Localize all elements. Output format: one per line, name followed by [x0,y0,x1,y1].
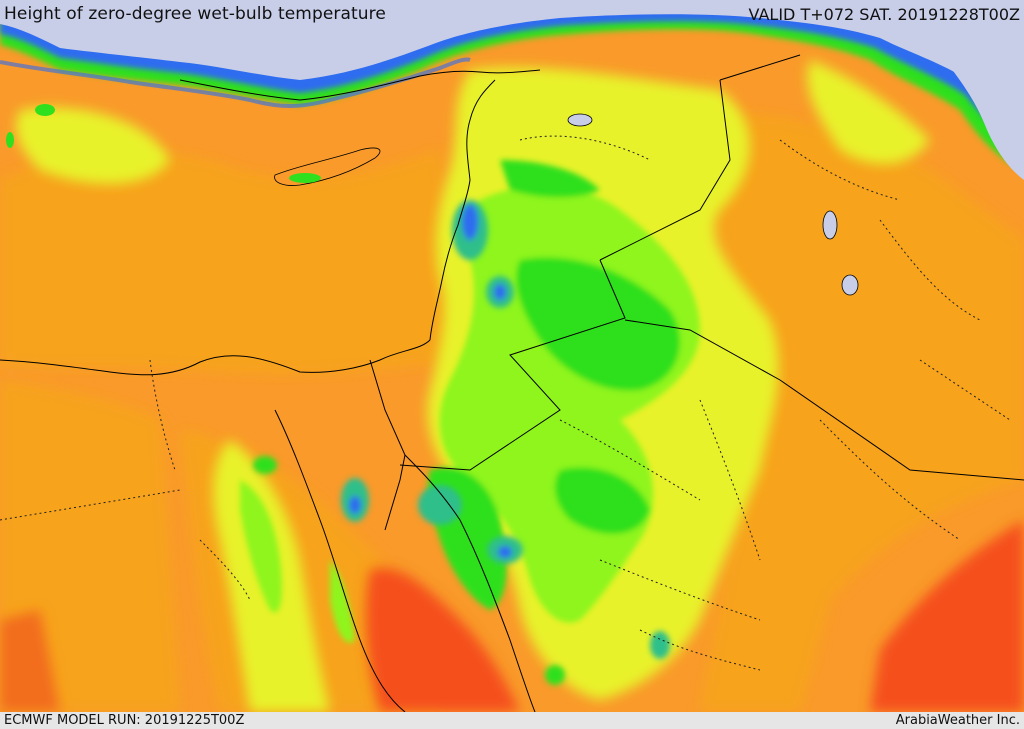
internal-boundaries [0,135,1011,671]
map-title: Height of zero-degree wet-bulb temperatu… [4,4,386,24]
cool-spots [253,200,670,685]
borders [0,54,1024,712]
north-sea [0,0,1024,186]
small-features [6,104,859,296]
map-canvas [0,0,1024,712]
hot-zones [0,520,1024,712]
valid-time: VALID T+072 SAT. 20191228T00Z [748,5,1020,24]
weather-map [0,0,1024,712]
footer-bar [0,712,1024,729]
credit: ArabiaWeather Inc. [895,713,1020,728]
model-run: ECMWF MODEL RUN: 20191225T00Z [4,713,245,728]
